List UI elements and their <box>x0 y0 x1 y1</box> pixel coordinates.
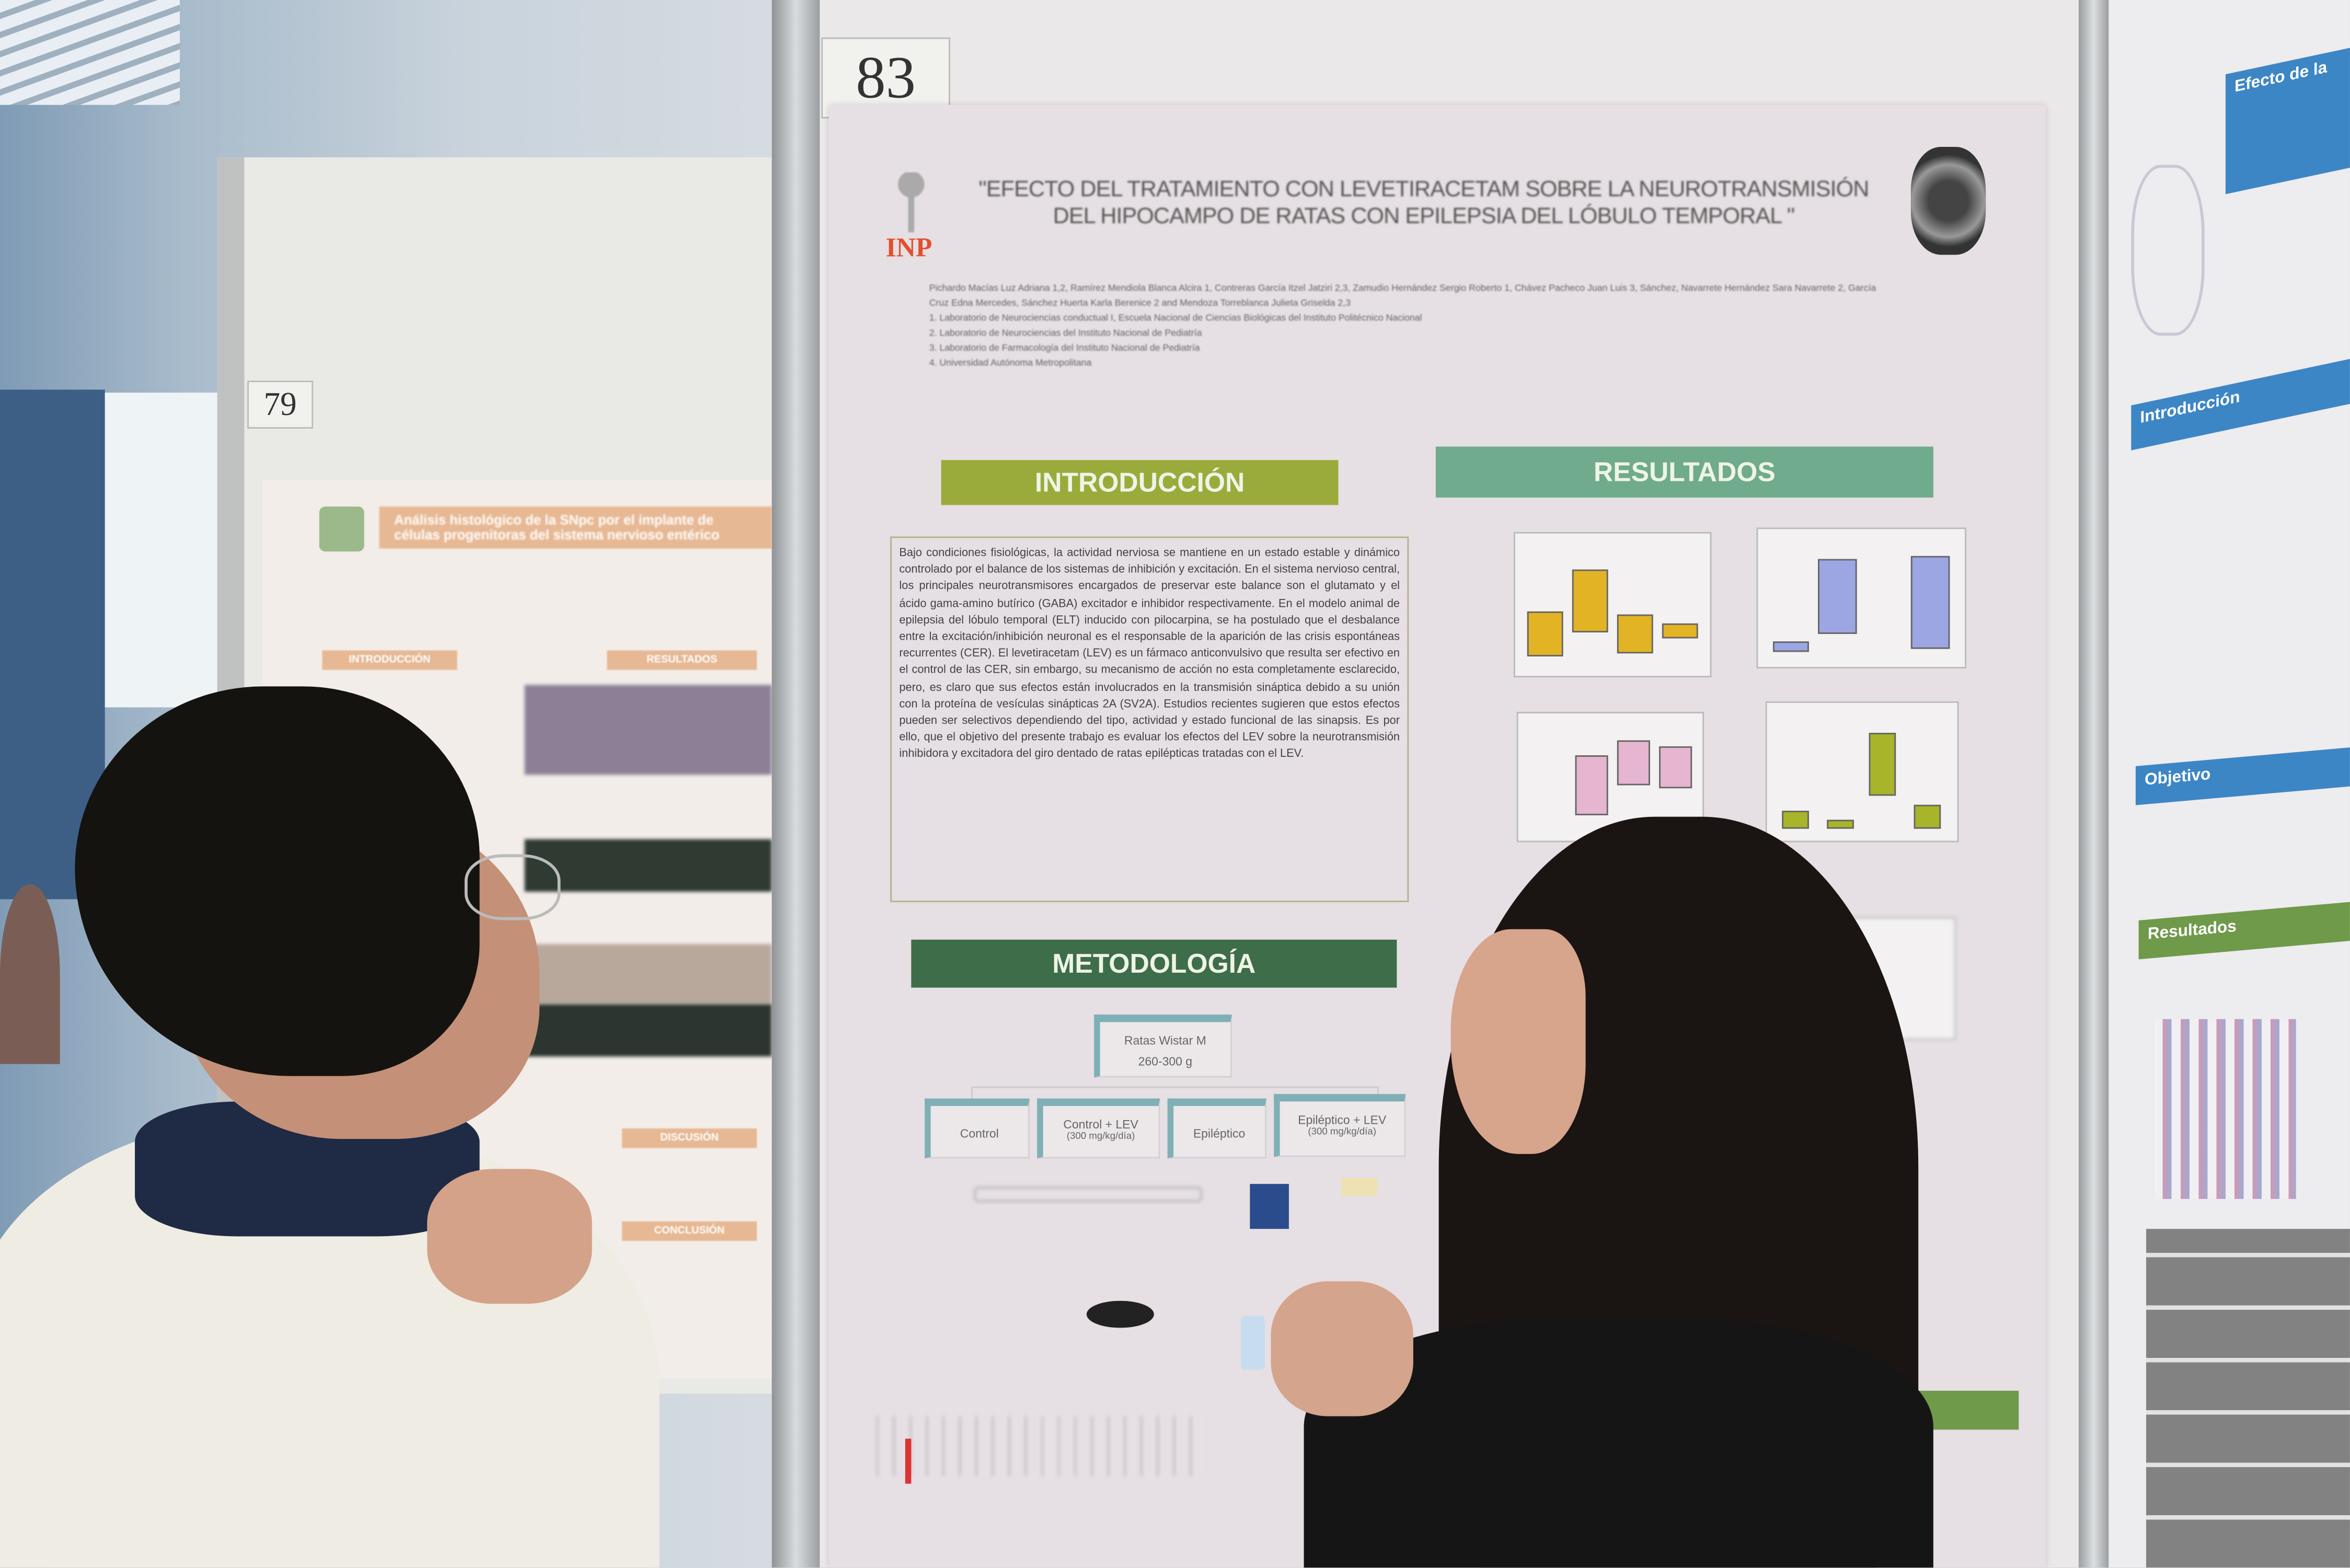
affiliation: 2. Laboratorio de Neurociencias del Inst… <box>929 328 1202 339</box>
box <box>1659 746 1692 789</box>
right-intro-heading: Introducción <box>2131 359 2350 451</box>
box <box>1527 611 1563 656</box>
flow-connector <box>971 1086 1379 1100</box>
fluorescence-image-2 <box>524 1004 772 1057</box>
right-results-heading: Resultados <box>2138 902 2350 960</box>
timeline-marker <box>905 1438 912 1484</box>
flow-group-box: Control + LEV (300 mg/kg/día) <box>1037 1098 1160 1159</box>
histology-image <box>524 685 772 775</box>
methods-heading: METODOLOGÍA <box>911 939 1397 988</box>
flow-group-label: Epiléptico <box>1193 1127 1246 1141</box>
flow-root-weight: 260-300 g <box>1138 1055 1192 1069</box>
left-section-conclusion: CONCLUSIÓN <box>621 1221 757 1241</box>
box <box>1617 740 1650 786</box>
display-pole <box>771 0 820 1568</box>
man-hair <box>75 686 480 1076</box>
woman-face <box>1450 929 1586 1154</box>
right-title: Efecto de la <box>2225 45 2350 194</box>
logo-figure <box>894 172 928 233</box>
background-person <box>0 884 60 1064</box>
man-hand <box>427 1169 592 1304</box>
inp-logo-text: INP <box>885 232 932 262</box>
box <box>1773 641 1809 652</box>
left-poster-logo <box>319 506 364 552</box>
box <box>1617 614 1653 654</box>
right-objective-heading: Objetivo <box>2135 747 2350 805</box>
ceiling-lights <box>0 0 180 105</box>
injector-illustration <box>1341 1178 1378 1196</box>
intro-heading: INTRODUCCIÓN <box>941 460 1339 505</box>
left-section-results: RESULTADOS <box>607 650 757 670</box>
affiliation: 3. Laboratorio de Farmacología del Insti… <box>929 343 1200 354</box>
box <box>1818 559 1857 634</box>
box <box>1827 820 1854 829</box>
window <box>105 393 217 708</box>
vial-illustration <box>1241 1316 1265 1370</box>
ipn-logo <box>1910 146 1986 255</box>
rat-illustration <box>1086 1300 1154 1328</box>
results-boxplot-1 <box>1513 532 1712 678</box>
affiliation: 4. Universidad Autónoma Metropolitana <box>929 358 1092 369</box>
left-poster-title: Análisis histológico de la SNpc por el i… <box>379 506 772 549</box>
box <box>1910 556 1950 649</box>
tissue-image <box>524 944 772 1005</box>
right-image-grid <box>2146 1229 2350 1568</box>
flow-group-label: Epiléptico + LEV <box>1298 1113 1387 1127</box>
flow-group-box: Epiléptico + LEV (300 mg/kg/día) <box>1274 1094 1406 1157</box>
left-section-discussion: DISCUSIÓN <box>621 1128 757 1148</box>
flow-group-label: Control <box>960 1127 999 1141</box>
pump-illustration <box>1250 1184 1289 1229</box>
fluorescence-image <box>524 839 772 892</box>
right-logo <box>2131 165 2205 336</box>
man-glasses <box>464 854 561 920</box>
box <box>1572 569 1608 633</box>
results-boxplot-2 <box>1756 527 1966 668</box>
box <box>1575 755 1608 815</box>
right-poster: Efecto de la Introducción Objetivo Resul… <box>2109 0 2350 1568</box>
flow-group-box: Control <box>925 1098 1030 1159</box>
left-poster-number: 79 <box>247 381 314 429</box>
intro-text: Bajo condiciones fisiológicas, la activi… <box>890 536 1409 903</box>
poster-authors: Pichardo Macías Luz Adriana 1,2, Ramírez… <box>929 282 1888 372</box>
woman-hands <box>1271 1281 1413 1416</box>
flow-group-box: Epiléptico <box>1167 1098 1266 1159</box>
display-pole-right <box>2078 0 2109 1568</box>
box <box>1662 623 1698 639</box>
affiliation: 1. Laboratorio de Neurociencias conductu… <box>929 313 1422 324</box>
results-boxplot-4 <box>1765 701 1959 843</box>
results-heading: RESULTADOS <box>1435 446 1933 498</box>
box <box>1914 804 1941 829</box>
syringe-illustration <box>974 1186 1202 1202</box>
flow-group-dose: (300 mg/kg/día) <box>1308 1127 1376 1138</box>
left-section-intro: INTRODUCCIÓN <box>322 650 457 670</box>
flow-group-label: Control + LEV <box>1063 1118 1138 1132</box>
flow-root-box: Ratas Wistar M 260-300 g <box>1094 1014 1232 1078</box>
flow-group-dose: (300 mg/kg/día) <box>1066 1131 1135 1142</box>
inp-logo: INP <box>877 172 951 270</box>
box <box>1869 733 1896 796</box>
poster-title: "EFECTO DEL TRATAMIENTO CON LEVETIRACETA… <box>978 177 1869 229</box>
right-bar-chart <box>2153 1019 2296 1199</box>
box <box>1782 811 1809 829</box>
timeline-illustration <box>861 1416 1207 1477</box>
flow-root-label: Ratas Wistar M <box>1124 1034 1206 1048</box>
authors: Pichardo Macías Luz Adriana 1,2, Ramírez… <box>929 283 1876 309</box>
